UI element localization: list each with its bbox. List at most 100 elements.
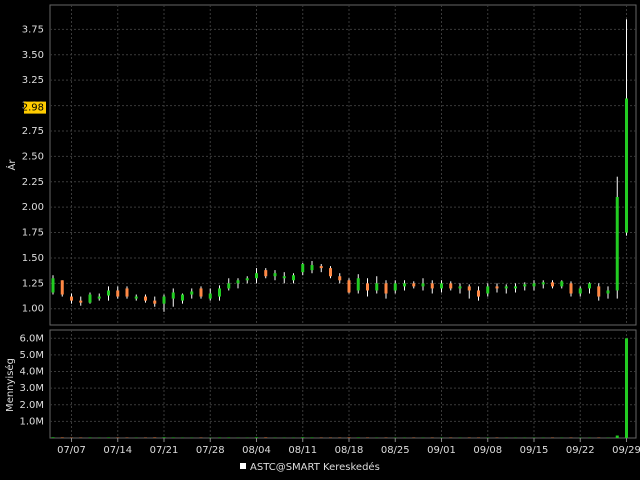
candle-body bbox=[162, 296, 166, 304]
y-tick-label: 3.75 bbox=[22, 24, 44, 35]
candle-body bbox=[79, 300, 83, 303]
candle-body bbox=[449, 283, 453, 289]
candle-body bbox=[532, 283, 536, 287]
candle-body bbox=[282, 276, 286, 279]
x-tick-label: 07/28 bbox=[196, 445, 225, 456]
candle-body bbox=[384, 283, 388, 294]
x-tick-label: 08/11 bbox=[288, 445, 317, 456]
candle-body bbox=[125, 288, 129, 297]
candle-body bbox=[273, 273, 277, 277]
volume-panel bbox=[49, 329, 637, 439]
candle-body bbox=[467, 286, 471, 291]
x-tick-label: 07/21 bbox=[150, 445, 179, 456]
volume-bar bbox=[162, 437, 166, 438]
candle-body bbox=[181, 294, 184, 301]
candle-body bbox=[227, 283, 231, 289]
candle-body bbox=[301, 264, 305, 273]
candle-body bbox=[60, 280, 64, 295]
candle-body bbox=[366, 283, 369, 291]
x-tick-label: 09/29 bbox=[612, 445, 640, 456]
candle-body bbox=[615, 197, 619, 291]
x-tick-label: 08/18 bbox=[335, 445, 364, 456]
y-tick-label: 1.50 bbox=[22, 253, 44, 264]
candle-body bbox=[310, 265, 314, 271]
y-tick-label: 3.50 bbox=[22, 50, 44, 61]
candle-body bbox=[356, 278, 360, 291]
x-tick-label: 09/22 bbox=[566, 445, 595, 456]
candle-body bbox=[134, 296, 138, 299]
last-price-marker bbox=[24, 101, 46, 114]
candle-body bbox=[116, 290, 120, 297]
y-tick-label: 2.0M bbox=[19, 400, 44, 411]
last-price-label: 2.98 bbox=[22, 103, 44, 114]
candle-body bbox=[514, 286, 517, 289]
candle-body bbox=[245, 278, 249, 281]
candle-body bbox=[440, 283, 443, 289]
x-tick-label: 09/08 bbox=[473, 445, 502, 456]
candle-body bbox=[255, 273, 258, 279]
candle-body bbox=[523, 284, 527, 287]
x-tick-label: 07/07 bbox=[57, 445, 86, 456]
x-tick-label: 08/25 bbox=[381, 445, 410, 456]
y-tick-label: 6.0M bbox=[19, 333, 44, 344]
candle-body bbox=[107, 290, 110, 296]
candle-body bbox=[560, 281, 564, 287]
y-axis-label: Ár bbox=[5, 159, 18, 171]
candle-body bbox=[495, 286, 499, 289]
candle-body bbox=[569, 283, 573, 294]
x-tick-label: 07/14 bbox=[103, 445, 132, 456]
candle-body bbox=[51, 278, 55, 293]
candle-body bbox=[144, 296, 147, 301]
legend-label: ASTC@SMART Kereskedés bbox=[250, 461, 380, 473]
candle-body bbox=[477, 290, 480, 297]
candle-body bbox=[412, 283, 416, 287]
y-tick-label: 2.50 bbox=[22, 151, 44, 162]
candle-body bbox=[319, 266, 323, 269]
y-tick-label: 1.0M bbox=[19, 416, 44, 427]
x-tick-label: 09/15 bbox=[520, 445, 549, 456]
candle-body bbox=[171, 292, 175, 299]
candle-body bbox=[292, 275, 295, 281]
candle-body bbox=[97, 296, 101, 299]
candle-body bbox=[208, 293, 212, 299]
volume-bar bbox=[615, 435, 619, 438]
candle-body bbox=[88, 294, 92, 303]
candle-body bbox=[541, 282, 545, 285]
legend-swatch bbox=[240, 463, 246, 469]
candle-body bbox=[236, 280, 240, 284]
candle-body bbox=[421, 283, 425, 287]
y-tick-label: 2.75 bbox=[22, 126, 44, 137]
candle-body bbox=[190, 291, 194, 295]
candle-body bbox=[70, 296, 73, 301]
price-panel bbox=[49, 4, 637, 326]
y-tick-label: 1.00 bbox=[22, 304, 44, 315]
candle-body bbox=[458, 286, 462, 289]
candle-body bbox=[153, 300, 157, 304]
candle-body bbox=[264, 270, 268, 277]
candle-body bbox=[393, 283, 397, 291]
candle-body bbox=[588, 283, 591, 289]
volume-bar bbox=[625, 338, 628, 438]
candle-body bbox=[606, 290, 610, 294]
y-tick-label: 1.75 bbox=[22, 228, 44, 239]
y-tick-label: 3.25 bbox=[22, 75, 44, 86]
candle-body bbox=[403, 283, 406, 287]
volume-bar bbox=[51, 437, 55, 438]
y-tick-label: 3.0M bbox=[19, 383, 44, 394]
candle-body bbox=[338, 276, 342, 281]
candle-body bbox=[218, 288, 221, 297]
candle-body bbox=[551, 282, 554, 287]
candle-body bbox=[430, 283, 434, 289]
candle-body bbox=[625, 98, 628, 233]
y-tick-label: 4.0M bbox=[19, 367, 44, 378]
x-tick-label: 09/01 bbox=[427, 445, 456, 456]
y-axis-label: Mennyiség bbox=[4, 358, 16, 412]
candle-body bbox=[347, 280, 351, 293]
y-tick-label: 2.00 bbox=[22, 202, 44, 213]
volume-bar bbox=[255, 437, 258, 438]
y-tick-label: 2.25 bbox=[22, 177, 44, 188]
y-tick-label: 1.25 bbox=[22, 278, 44, 289]
candle-body bbox=[375, 283, 379, 291]
